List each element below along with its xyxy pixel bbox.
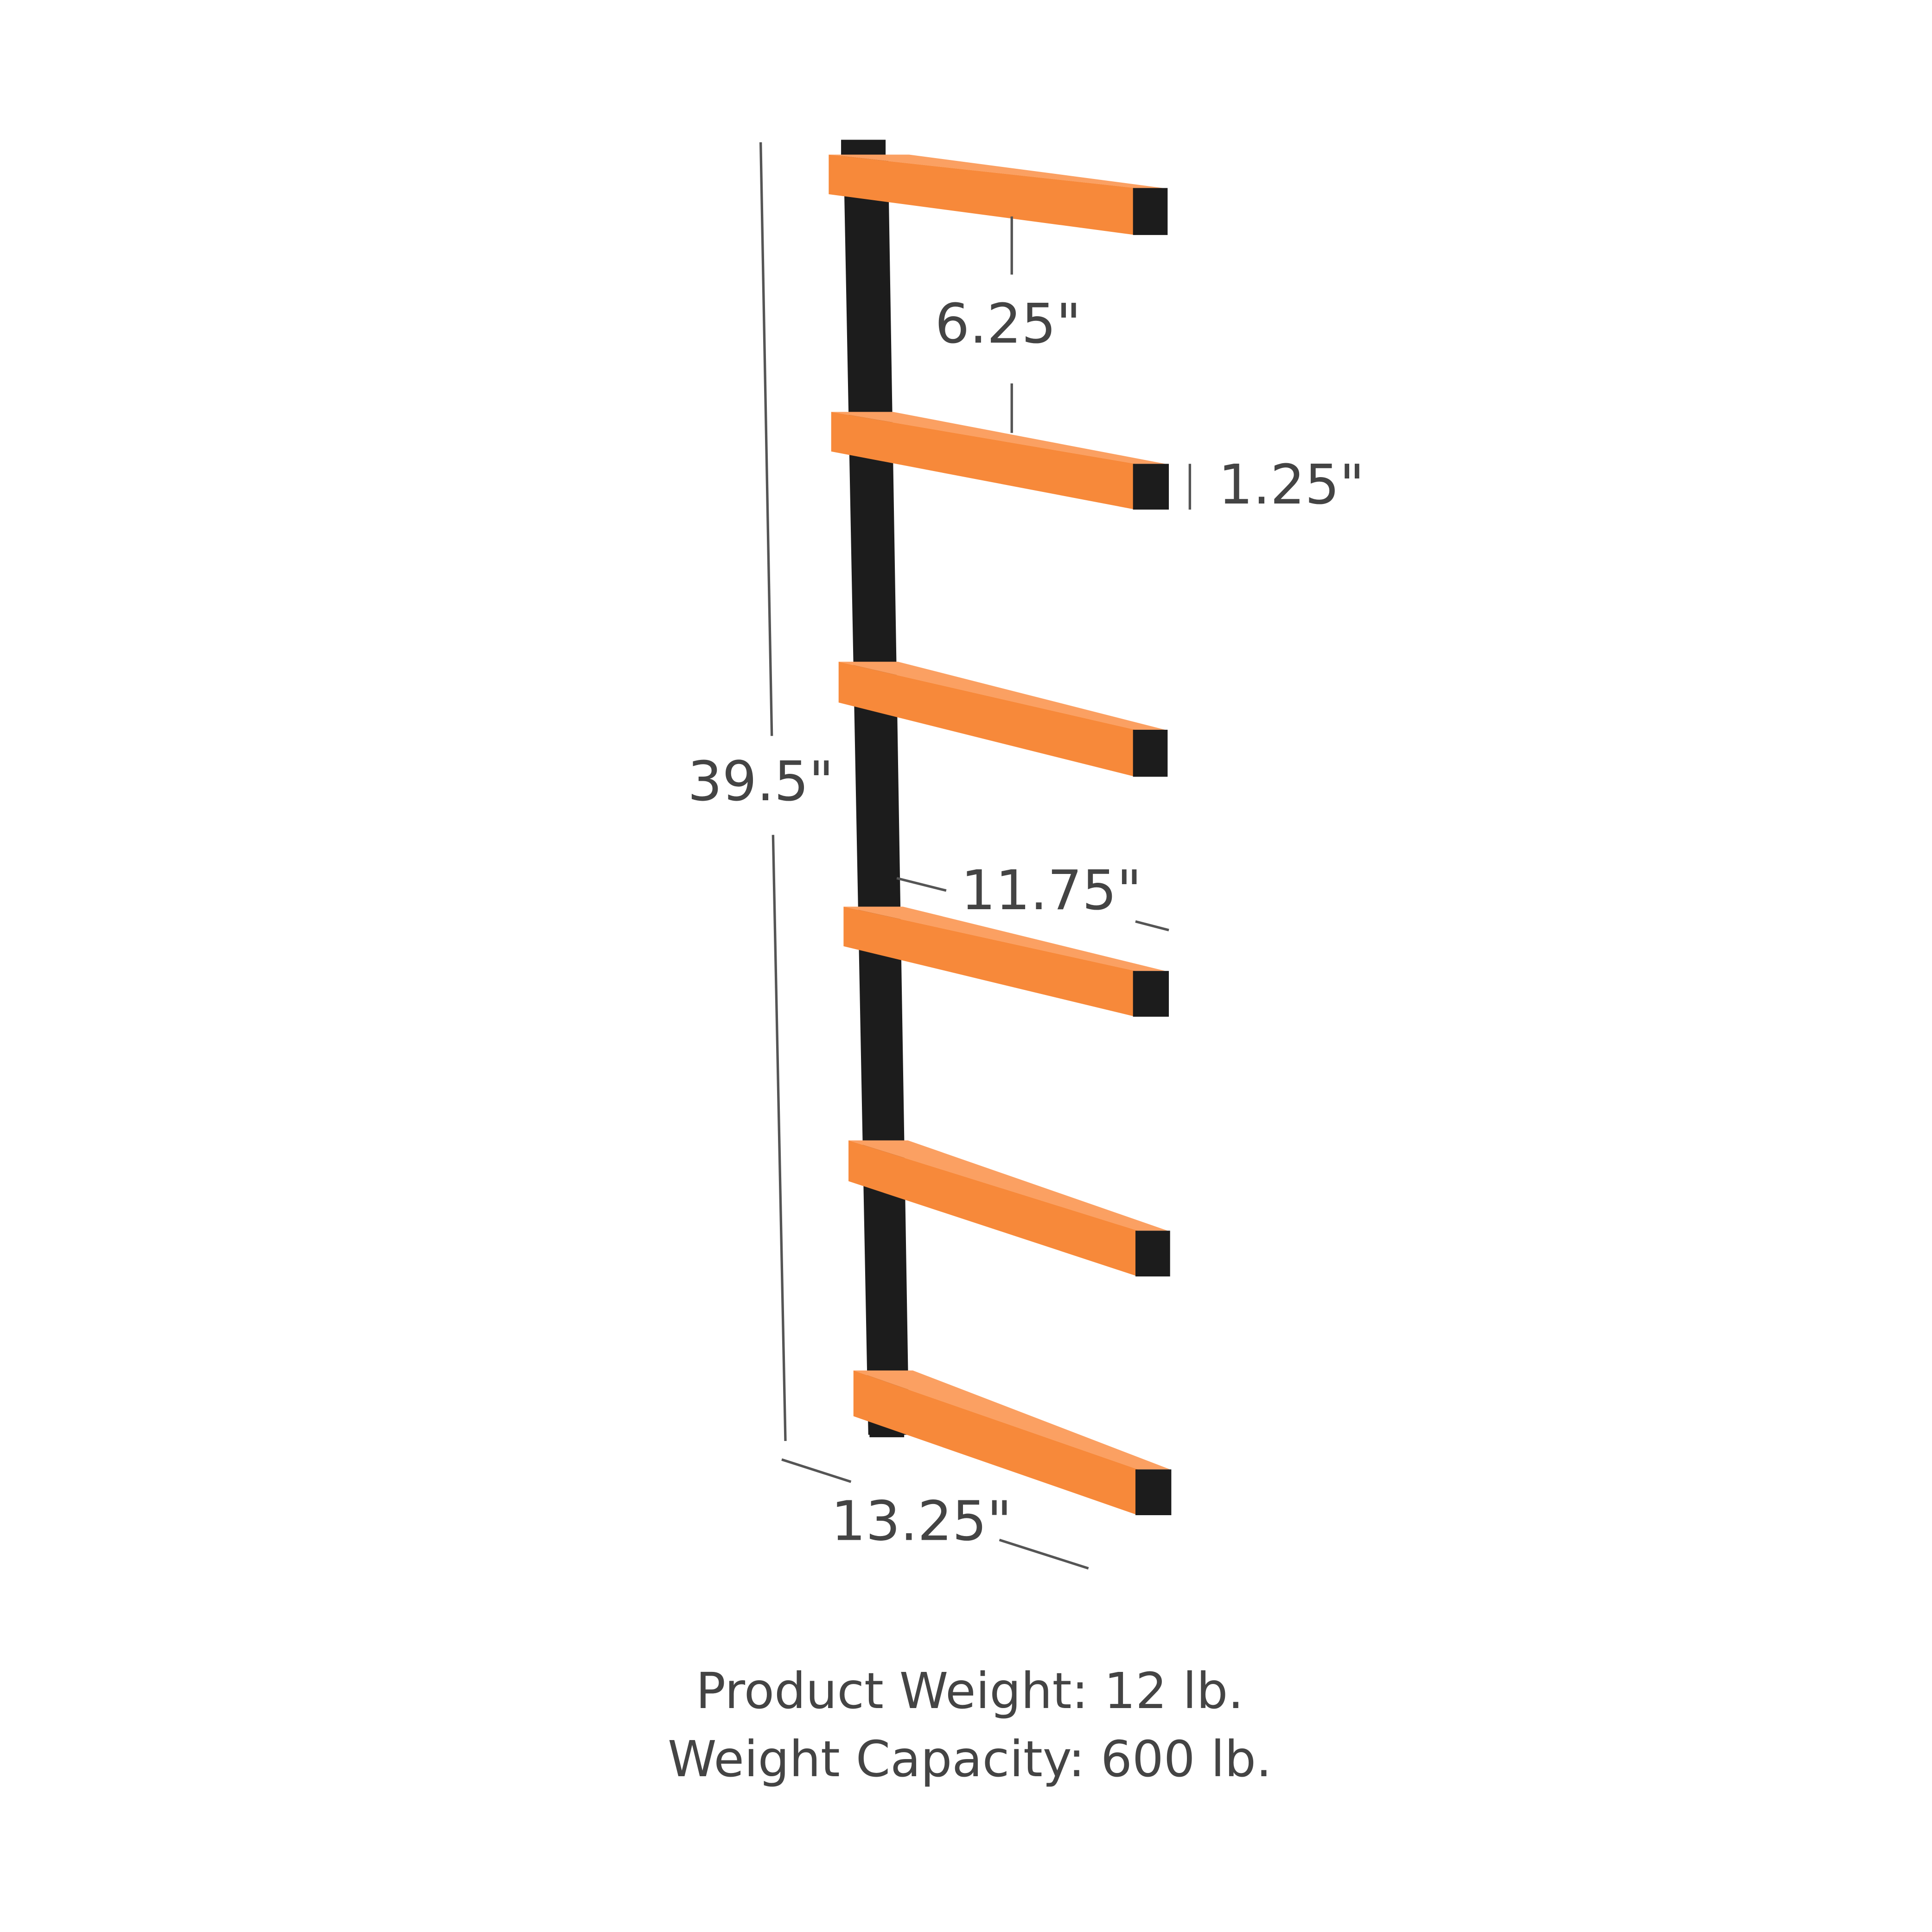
rack-part [843,906,1135,1017]
arm [838,662,1168,777]
arm [829,154,1168,235]
rack-part [848,1140,1138,1277]
rack-part [853,1370,1138,1515]
dimension-line [999,1538,1089,1570]
rack-part [838,662,1166,730]
dimension-line [781,1458,852,1483]
product-weight: Product Weight: 12 lb. [696,1663,1243,1720]
dimension-line [772,835,787,1441]
arm [848,1140,1170,1277]
rack-part [848,1140,1168,1231]
dimension-line [896,877,947,892]
weight-capacity: Weight Capacity: 600 lb. [668,1731,1272,1788]
rack-part [838,662,1135,777]
arm [831,412,1169,510]
rack-part [1133,464,1169,510]
dimension-line [759,142,773,736]
arm [843,906,1169,1017]
dimension-lines [759,142,1192,1570]
rack [829,140,1172,1515]
post-cap [841,140,886,157]
dimension-label: 39.5" [688,750,834,813]
rack-part [1135,1469,1172,1515]
upright-post [843,154,909,1435]
rack-part [1133,188,1168,235]
dimension-label: 6.25" [935,292,1081,356]
rack-part [831,412,1135,510]
rack-part [1133,729,1168,777]
arm [853,1370,1172,1515]
rack-part [1135,1231,1170,1277]
dimension-label: 1.25" [1218,453,1365,516]
dimension-line [1135,920,1169,931]
rack-part [843,906,1166,971]
rack-part [829,154,1135,235]
dimension-label: 13.25" [831,1490,1012,1553]
rack-part [829,154,1163,188]
dimension-label: 11.75" [961,859,1142,922]
rack-part [1133,971,1169,1017]
rack-part [853,1370,1170,1470]
rack-part [831,412,1166,464]
